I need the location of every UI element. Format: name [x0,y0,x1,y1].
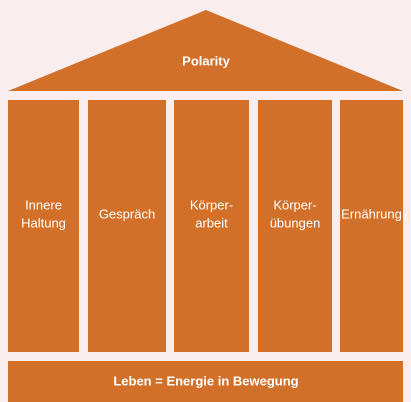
pillars: Innere Haltung Gespräch Körper-arbeit Körper… [8,100,403,352]
pillar-label: Haltung [21,215,66,230]
roof [8,10,403,91]
pillar-label: Körper- [273,197,316,212]
pillar [340,100,403,352]
pillar-label: Ernährung [341,206,402,221]
roof-label: Polarity [182,53,230,68]
pillar-label: übungen [270,215,321,230]
pillar-label: Innere [25,197,62,212]
pillar-label: Körper- [190,197,233,212]
base-label: Leben = Energie in Bewegung [113,373,298,388]
pillar-label: Gespräch [99,206,155,221]
pillar-label: arbeit [195,215,228,230]
pillar [258,100,332,352]
base [8,361,403,402]
pillar [174,100,249,352]
pillar [8,100,79,352]
pillar [88,100,166,352]
